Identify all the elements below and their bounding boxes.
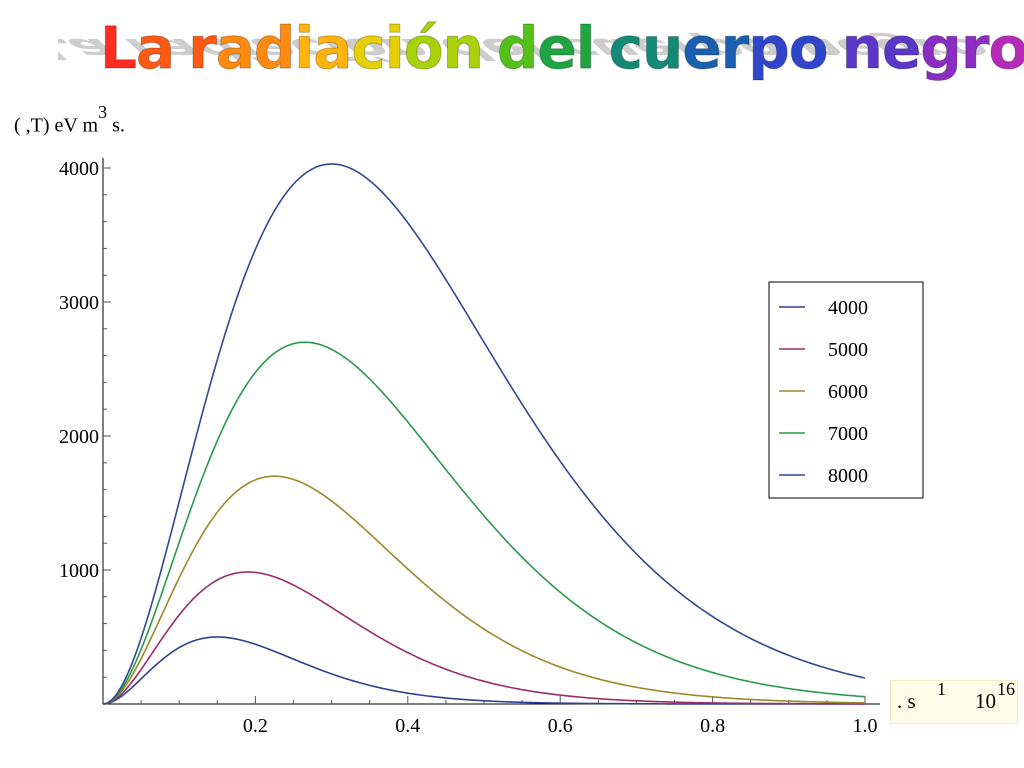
x-tick-label: 0.2 [243,715,268,737]
slide-title: La radiación del cuerpo negro [100,14,1024,83]
title-letter: c [351,14,386,83]
y-tick-label: 1000 [59,560,99,582]
y-tick-label: 2000 [59,426,99,448]
x-axis-label-factor-exponent: 16 [997,679,1015,699]
legend-label-5000: 5000 [828,339,868,361]
title-letter: g [920,14,963,83]
title-letter: a [135,14,175,83]
series-line-8000 [102,163,866,705]
x-axis-label: . s 1 10 16 [890,679,1018,724]
legend-label-7000: 7000 [828,423,868,445]
title-letter: i [384,14,405,83]
legend-label-6000: 6000 [828,381,868,403]
title-letter: o [988,14,1024,83]
x-tick-label: 0.4 [395,715,420,737]
legend-label-8000: 8000 [828,465,868,487]
title-letter: p [748,14,791,83]
y-axis-label: ( ,T) eV m3 s. [14,102,125,144]
title-letter: a [313,14,353,83]
legend-box [768,281,924,499]
title-letter: d [253,14,296,83]
title-letter: c [608,14,643,83]
y-tick-label: 3000 [59,292,99,314]
series-line-7000 [102,341,866,705]
title-letter: n [841,14,883,83]
y-axis-label-text: ( ,T) eV m [14,114,99,137]
title-letter: i [294,14,315,83]
title-letter: e [682,14,722,83]
series-line-4000 [102,636,865,705]
x-tick-label: 0.8 [700,715,725,737]
title-letter: ó [403,14,444,83]
title-letter: u [642,14,684,83]
title-letter: L [100,14,138,83]
series-line-6000 [102,475,866,705]
title-letter: l [575,14,596,83]
series-line-5000 [102,571,865,705]
title-letter: e [881,14,921,83]
title-letter: n [442,14,484,83]
title-letter: e [537,14,577,83]
title-letter: o [788,14,829,83]
x-tick-label: 1.0 [853,715,878,737]
title-letter: r [720,14,750,83]
title-letter: a [215,14,255,83]
x-axis-label-text: . s [897,689,916,713]
title-letter: r [960,14,990,83]
y-axis-label-tail: s. [112,114,125,137]
title-letter: r [188,14,218,83]
x-axis-label-factor: 10 [975,689,996,713]
x-tick-label: 0.6 [548,715,573,737]
y-tick-label: 4000 [59,158,99,180]
y-axis-label-exponent: 3 [98,102,108,122]
legend-label-4000: 4000 [828,297,868,319]
x-axis-label-exponent: 1 [937,679,946,699]
title-letter: d [496,14,539,83]
